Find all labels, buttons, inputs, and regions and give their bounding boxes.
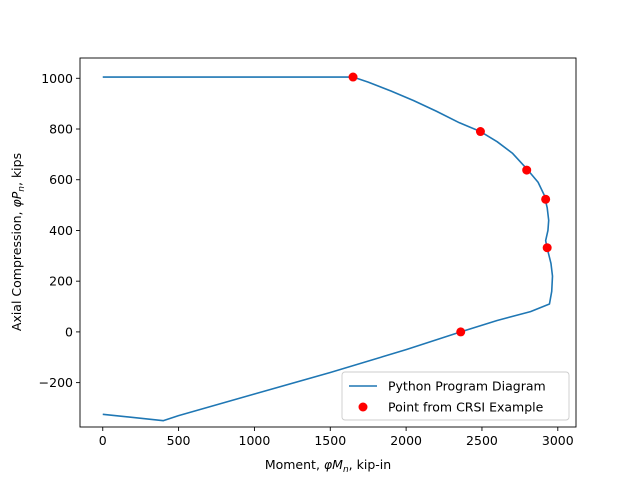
y-tick-label: 1000 — [41, 71, 73, 86]
crsi-point — [456, 327, 466, 337]
x-tick-label: 0 — [99, 433, 107, 448]
legend-box — [341, 371, 570, 421]
x-axis-label: Moment, φMn, kip-in — [265, 457, 391, 475]
crsi-point — [542, 243, 552, 253]
crsi-point — [348, 72, 358, 82]
legend-entry-points: Point from CRSI Example — [388, 400, 544, 415]
legend: Python Program Diagram Point from CRSI E… — [341, 371, 570, 421]
scatter-layer — [348, 72, 552, 337]
plot-frame — [79, 57, 577, 428]
y-tick-label: 600 — [49, 172, 73, 187]
legend-marker-swatch — [358, 402, 368, 412]
x-tick-label: 1500 — [314, 433, 346, 448]
x-tick-label: 2000 — [390, 433, 422, 448]
x-axis-ticks: 0 500 1000 1500 2000 2500 3000 — [99, 427, 574, 448]
x-tick-label: 2500 — [466, 433, 498, 448]
plot-area — [80, 58, 576, 427]
y-tick-label: 400 — [49, 223, 73, 238]
y-tick-label: 800 — [49, 122, 73, 137]
x-tick-label: 3000 — [542, 433, 574, 448]
y-axis-label: Axial Compression, φPn, kips — [9, 153, 27, 331]
x-tick-label: 500 — [167, 433, 191, 448]
crsi-point — [522, 165, 532, 175]
crsi-point — [475, 127, 485, 137]
y-tick-label: 0 — [65, 324, 73, 339]
y-tick-label: −200 — [39, 375, 73, 390]
y-axis-ticks: −200 0 200 400 600 800 1000 — [39, 71, 80, 390]
legend-entry-line: Python Program Diagram — [388, 379, 546, 394]
x-tick-label: 1000 — [239, 433, 271, 448]
crsi-point — [541, 194, 551, 204]
y-tick-label: 200 — [49, 274, 73, 289]
series-line-layer — [102, 76, 554, 422]
diagram-line — [102, 76, 554, 422]
